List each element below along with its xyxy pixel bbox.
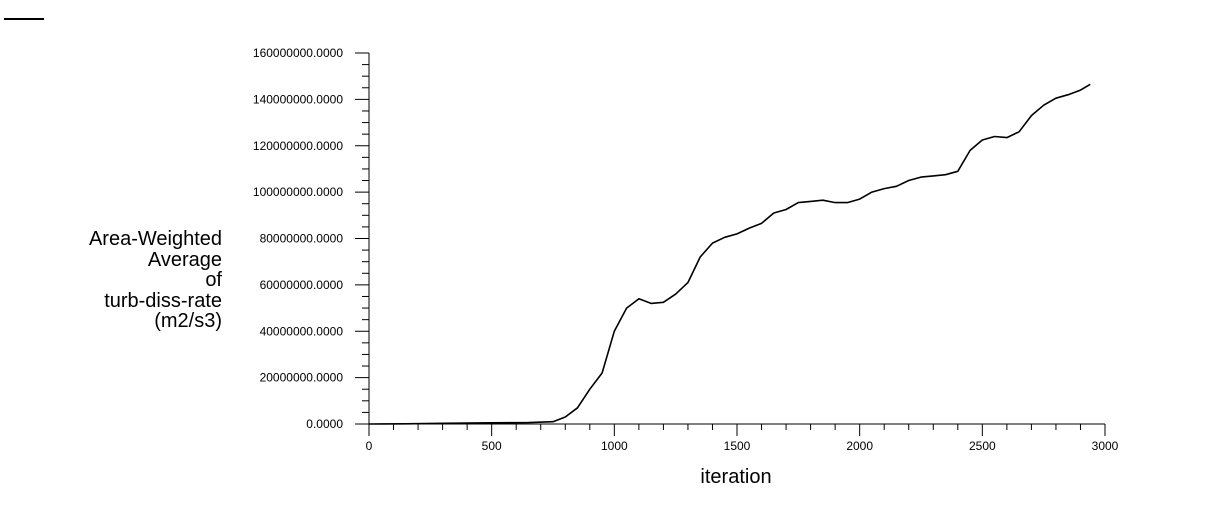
y-tick-label: 60000000.0000 xyxy=(260,278,344,292)
y-tick-label: 80000000.0000 xyxy=(260,232,344,246)
x-tick-label: 2500 xyxy=(969,439,996,453)
legend-line xyxy=(4,18,44,20)
x-tick-label: 3000 xyxy=(1092,439,1119,453)
y-tick-label: 120000000.0000 xyxy=(253,139,343,153)
chart-series xyxy=(368,83,1091,425)
y-tick-label: 0.0000 xyxy=(306,417,343,431)
y-axis-label: Area-Weighted Average of turb-diss-rate … xyxy=(0,229,222,332)
x-axis-label: iteration xyxy=(700,466,771,488)
y-axis-label-line-5: (m2/s3) xyxy=(154,310,222,332)
chart-ticks: 0.0000 20000000.0000 40000000.0000 60000000… xyxy=(253,46,1119,453)
y-axis-label-line-4: turb-diss-rate xyxy=(104,289,222,312)
series-line xyxy=(368,83,1091,425)
x-tick-label: 1000 xyxy=(601,439,628,453)
y-tick-label: 20000000.0000 xyxy=(260,371,344,385)
y-axis-label-line-2: Average xyxy=(147,248,222,271)
y-tick-label: 140000000.0000 xyxy=(253,92,343,106)
y-tick-label: 160000000.0000 xyxy=(253,46,343,60)
y-tick-label: 100000000.0000 xyxy=(253,185,343,199)
x-tick-label: 500 xyxy=(482,439,502,453)
y-axis-label-line-1: Area-Weighted xyxy=(88,228,222,250)
y-tick-label: 40000000.0000 xyxy=(260,324,344,338)
x-tick-label: 0 xyxy=(366,439,373,453)
x-tick-label: 2000 xyxy=(846,439,873,453)
y-axis-label-line-3: of xyxy=(205,269,222,291)
x-tick-label: 1500 xyxy=(724,439,751,453)
chart-axes xyxy=(368,53,1105,425)
